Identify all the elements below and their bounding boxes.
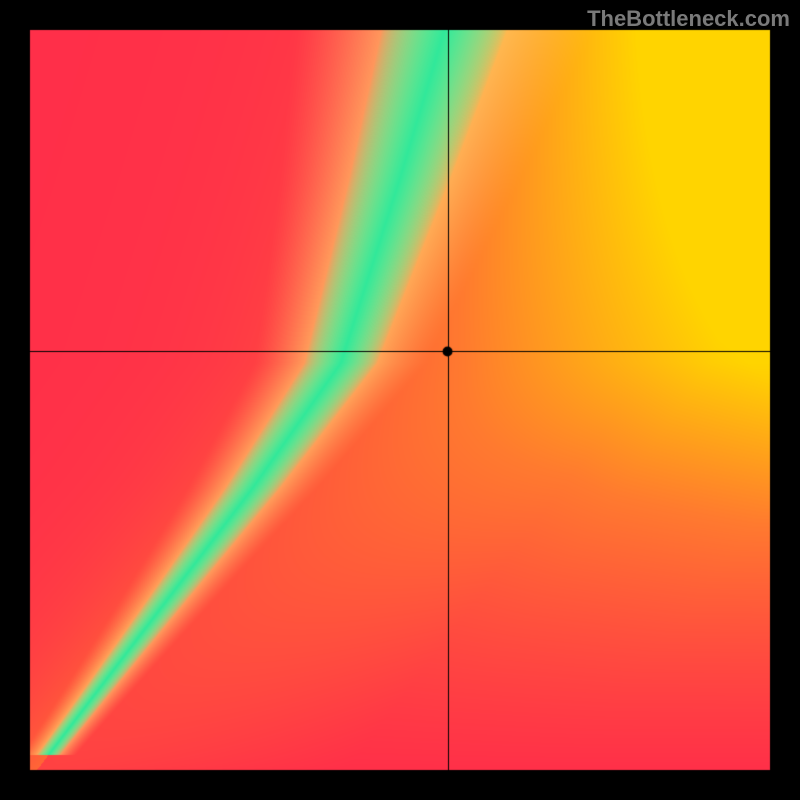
watermark-text: TheBottleneck.com — [587, 6, 790, 32]
heatmap-canvas — [0, 0, 800, 800]
chart-container: TheBottleneck.com — [0, 0, 800, 800]
